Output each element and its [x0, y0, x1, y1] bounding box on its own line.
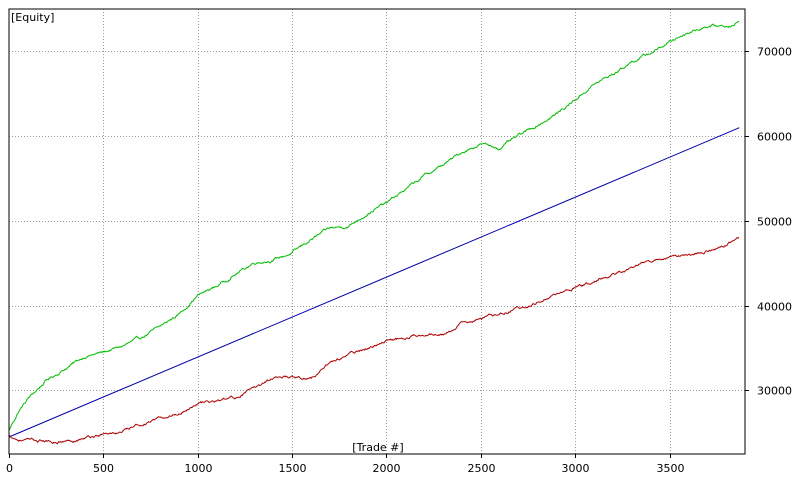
- y-tick-label: 50000: [757, 216, 792, 229]
- ticks: 0 500 1000 1500 2000 2500 3000 3500 30000 40000 50…: [6, 46, 792, 476]
- x-tick-label: 3500: [657, 462, 685, 475]
- y-axis-label: [Equity]: [11, 11, 54, 24]
- x-tick-label: 500: [93, 462, 114, 475]
- plot-frame: [8, 8, 746, 455]
- x-axis-label: [Trade #]: [352, 441, 403, 454]
- x-tick-label: 2500: [468, 462, 496, 475]
- x-tick-label: 1500: [279, 462, 307, 475]
- x-tick-label: 0: [6, 462, 13, 475]
- mid-equity-line: [8, 127, 740, 438]
- y-tick-label: 30000: [757, 385, 792, 398]
- y-tick-label: 60000: [757, 131, 792, 144]
- x-tick-label: 1000: [185, 462, 213, 475]
- grid: [9, 9, 745, 454]
- upper-equity-line: [8, 20, 740, 431]
- y-tick-label: 40000: [757, 301, 792, 314]
- y-tick-label: 70000: [757, 46, 792, 59]
- x-tick-label: 3000: [562, 462, 590, 475]
- lower-equity-line: [8, 236, 740, 445]
- x-tick-label: 2000: [373, 462, 401, 475]
- series-group: [8, 20, 740, 445]
